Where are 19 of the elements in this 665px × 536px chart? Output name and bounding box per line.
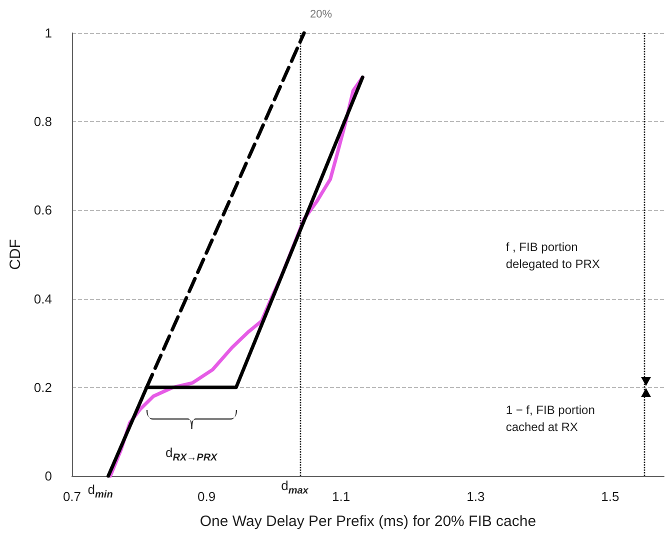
y-tick-label: 0.8: [34, 114, 52, 130]
annotation: d$_{RX→PRX}$: [166, 445, 218, 464]
y-tick-label: 0.2: [34, 380, 52, 395]
chart-title: 20%: [310, 8, 332, 20]
y-tick-label: 1: [44, 26, 52, 40]
annotation: 1 − f, FIB portion cached at RX: [506, 402, 596, 436]
x-axis-title: One Way Delay Per Prefix (ms) for 20% FIB cache: [200, 513, 536, 530]
annotation: d$_{max}$: [281, 478, 308, 497]
annotation: f , FIB portion delegated to PRX: [506, 238, 601, 273]
x-tick-label: 1.5: [601, 489, 620, 504]
x-tick-label: 1.1: [332, 489, 350, 504]
x-tick-label: 0.9: [197, 489, 216, 504]
y-tick-label: 0.4: [34, 291, 52, 306]
x-tick-label: 0.7: [62, 489, 82, 504]
x-tick-label: 1.3: [466, 489, 485, 504]
y-axis-title: CDF: [7, 239, 24, 270]
y-tick-label: 0: [44, 468, 52, 484]
annotation: d$_{min}$: [88, 482, 113, 501]
y-tick-label: 0.6: [34, 202, 52, 218]
